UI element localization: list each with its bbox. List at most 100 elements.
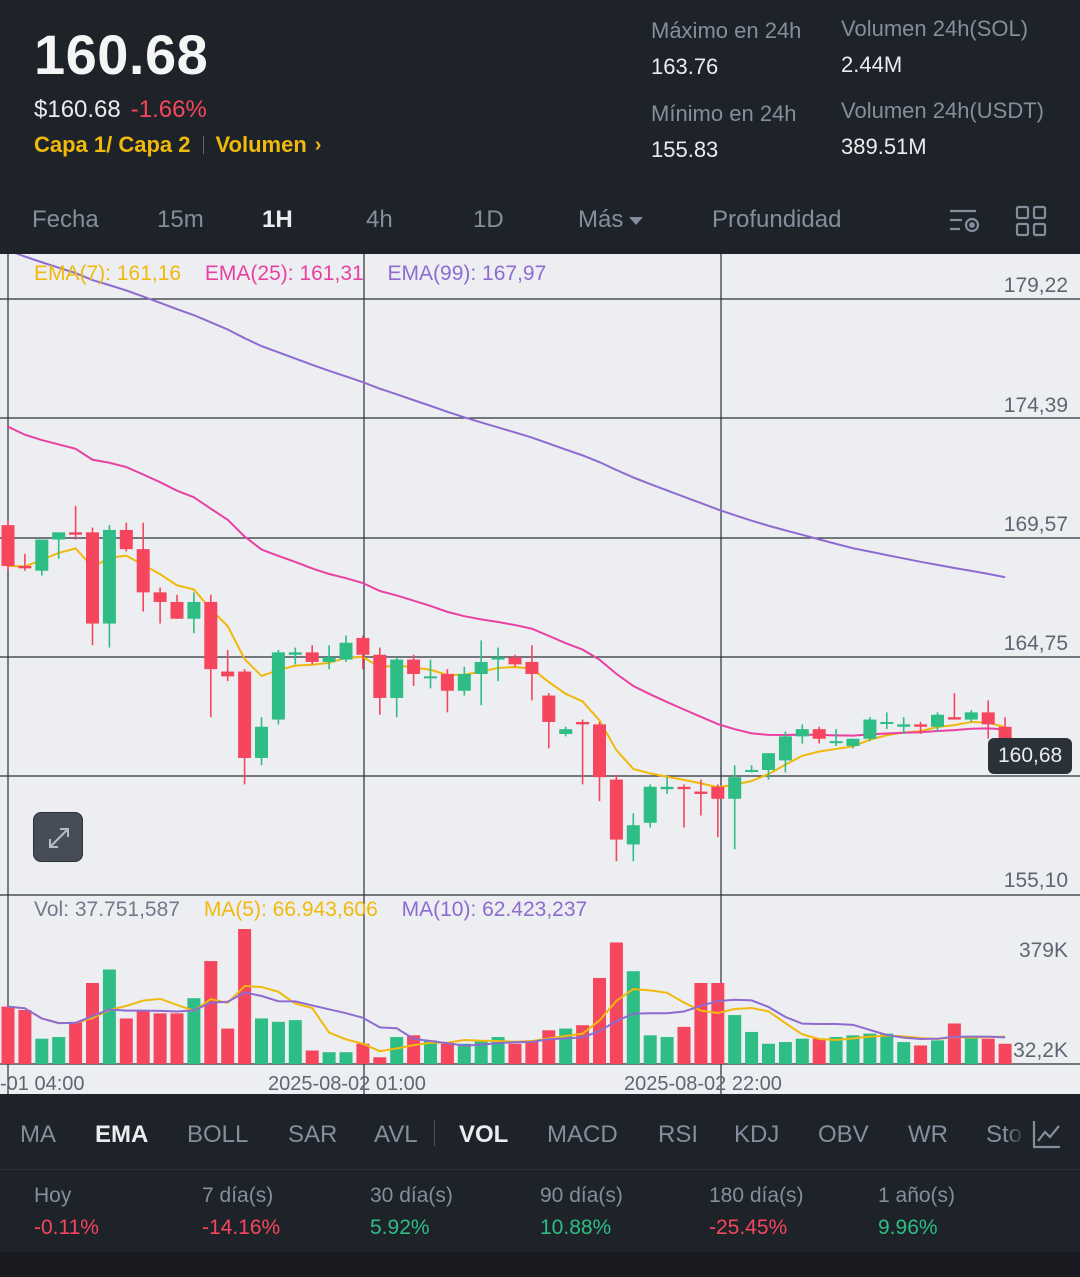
candle-body <box>305 652 319 662</box>
volume-bar <box>660 1037 674 1064</box>
candle-body <box>964 712 978 720</box>
volume-bar <box>238 929 252 1064</box>
candle-body <box>576 721 590 725</box>
volume-bar <box>728 1015 742 1064</box>
perf-label: 1 año(s) <box>878 1184 956 1207</box>
volume-bar <box>542 1030 556 1064</box>
candle-body <box>339 642 353 660</box>
volume-bar <box>1 1006 15 1064</box>
price-axis-label: 155,10 <box>1003 869 1068 892</box>
candle-body <box>170 601 184 619</box>
indicator-sar[interactable]: SAR <box>288 1121 338 1148</box>
indicator-settings-icon[interactable] <box>1031 1118 1063 1150</box>
candle-body <box>271 652 285 720</box>
tab-4h[interactable]: 4h <box>366 206 393 233</box>
candle-body <box>525 661 539 674</box>
perf-label: 180 día(s) <box>709 1184 804 1207</box>
indicator-obv[interactable]: OBV <box>818 1121 869 1148</box>
volume-bar <box>69 1021 83 1064</box>
stat-value: 389.51M <box>841 134 927 159</box>
tab-1d[interactable]: 1D <box>473 206 504 233</box>
perf-value: 9.96% <box>878 1216 938 1239</box>
volume-bar <box>508 1043 522 1064</box>
stat-label: Mínimo en 24h <box>651 101 797 126</box>
volume-bar <box>778 1042 792 1064</box>
tab-mas-label: Más <box>578 206 624 233</box>
expand-chart-button[interactable] <box>33 812 83 862</box>
perf-30d: 30 día(s) 5.92% <box>370 1184 453 1240</box>
candle-body <box>102 529 116 624</box>
candle-body <box>373 654 387 698</box>
kline-chart[interactable]: EMA(7): 161,16 EMA(25): 161,31 EMA(99): … <box>0 254 1080 1095</box>
indicator-kdj[interactable]: KDJ <box>734 1121 780 1148</box>
ema7-label: EMA(7): 161,16 <box>34 262 182 285</box>
candle-body <box>204 601 218 670</box>
candle-body <box>508 657 522 665</box>
volume-bar <box>897 1042 911 1064</box>
candle-body <box>153 592 167 602</box>
ema99-line <box>15 254 1006 579</box>
indicator-macd[interactable]: MACD <box>547 1121 618 1148</box>
tab-mas[interactable]: Más <box>578 206 644 234</box>
candle-body <box>745 769 759 772</box>
candle-body <box>322 657 336 662</box>
tab-15m[interactable]: 15m <box>157 206 204 233</box>
price-axis-label: 169,57 <box>1003 513 1068 536</box>
candle-body <box>390 659 404 698</box>
candle-body <box>643 786 657 823</box>
candle-body <box>660 786 674 790</box>
indicator-sto[interactable]: Sto <box>986 1121 1023 1148</box>
volume-ma-lines <box>7 985 1006 1053</box>
volume-bar <box>525 1040 539 1064</box>
indicator-boll[interactable]: BOLL <box>187 1121 249 1148</box>
performance-row <box>0 1170 1080 1252</box>
chevron-right-icon[interactable]: › <box>314 133 322 156</box>
tag-row: Capa 1/ Capa 2 Volumen › <box>34 132 321 158</box>
layout-grid-icon[interactable] <box>1015 205 1047 237</box>
indicator-rsi[interactable]: RSI <box>658 1121 699 1148</box>
volume-bar <box>914 1045 928 1064</box>
volume-bar <box>694 983 708 1064</box>
stat-low-24h: Mínimo en 24h 155.83 <box>651 101 797 163</box>
volume-bar <box>187 998 201 1064</box>
tab-profundidad[interactable]: Profundidad <box>712 206 842 233</box>
perf-label: 7 día(s) <box>202 1184 274 1207</box>
volume-bar <box>846 1035 860 1064</box>
tag-layer[interactable]: Capa 1/ Capa 2 <box>34 132 191 157</box>
volume-bar <box>677 1026 691 1064</box>
volume-bar <box>288 1020 302 1064</box>
stat-value: 155.83 <box>651 137 719 162</box>
volume-bar <box>221 1028 235 1064</box>
vol-ma10-line <box>7 991 1006 1047</box>
indicator-vol[interactable]: VOL <box>459 1121 509 1148</box>
perf-value: -25.45% <box>709 1216 788 1239</box>
indicator-ma[interactable]: MA <box>20 1121 56 1148</box>
interval-tabbar <box>0 190 1080 254</box>
perf-1y: 1 año(s) 9.96% <box>878 1184 955 1240</box>
price-axis-label: 179,22 <box>1003 274 1068 297</box>
volume-bar <box>762 1043 775 1064</box>
candle-body <box>457 673 471 691</box>
candle-body <box>931 714 944 727</box>
volume-bar <box>322 1052 336 1064</box>
candle-body <box>69 532 83 535</box>
candle-body <box>728 777 742 799</box>
perf-label: 90 día(s) <box>540 1184 623 1207</box>
indicator-wr[interactable]: WR <box>908 1121 948 1148</box>
tag-volume[interactable]: Volumen <box>215 132 307 157</box>
current-price-tag: 160,68 <box>988 738 1073 774</box>
chart-settings-icon[interactable] <box>948 206 982 236</box>
tab-1h[interactable]: 1H <box>262 206 293 233</box>
indicator-avl[interactable]: AVL <box>374 1121 418 1148</box>
candle-body <box>424 676 437 679</box>
perf-label: 30 día(s) <box>370 1184 453 1207</box>
vol-axis-label: 32,2K <box>1013 1039 1068 1062</box>
price-usd: $160.68 <box>34 96 121 123</box>
indicator-ema[interactable]: EMA <box>95 1121 149 1148</box>
candle-body <box>474 661 488 674</box>
candle-body <box>998 726 1012 742</box>
indicator-divider <box>434 1120 435 1146</box>
candle-body <box>221 671 235 677</box>
perf-value: -14.16% <box>202 1216 281 1239</box>
tab-fecha[interactable]: Fecha <box>32 206 99 233</box>
